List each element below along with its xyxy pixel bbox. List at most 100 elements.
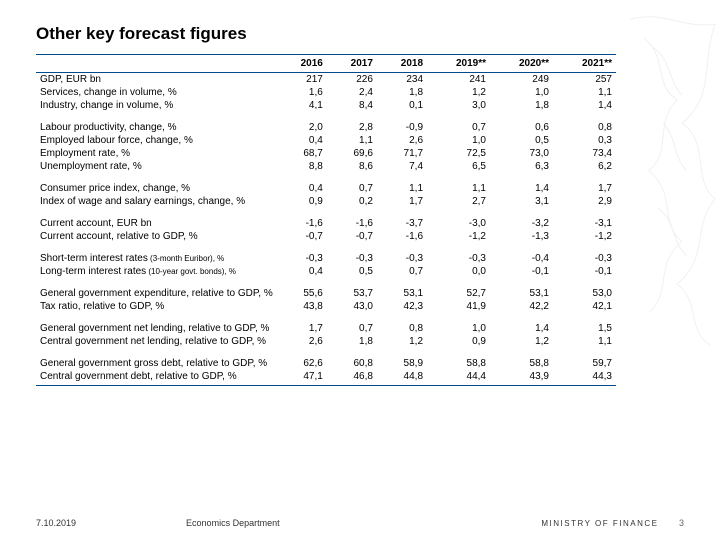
table-row: Employed labour force, change, %0,41,12,… [36, 134, 616, 147]
cell-value: 42,1 [553, 300, 616, 313]
table-row: Services, change in volume, %1,62,41,81,… [36, 86, 616, 99]
cell-value: 6,3 [490, 160, 553, 173]
page-title: Other key forecast figures [36, 24, 684, 44]
cell-value: 226 [327, 73, 377, 87]
cell-value: 6,2 [553, 160, 616, 173]
cell-value: -3,1 [553, 217, 616, 230]
col-header: 2016 [277, 55, 327, 73]
cell-value: 0,5 [327, 265, 377, 278]
cell-value: 73,4 [553, 147, 616, 160]
cell-value: 44,3 [553, 370, 616, 386]
cell-value: -1,3 [490, 230, 553, 243]
row-label: General government gross debt, relative … [36, 357, 277, 370]
col-header-label [36, 55, 277, 73]
cell-value: -0,3 [427, 252, 490, 265]
cell-value: 3,0 [427, 99, 490, 112]
cell-value: -3,7 [377, 217, 427, 230]
cell-value: 53,0 [553, 287, 616, 300]
row-label: Central government debt, relative to GDP… [36, 370, 277, 386]
col-header: 2019** [427, 55, 490, 73]
cell-value: 0,2 [327, 195, 377, 208]
row-label: Employment rate, % [36, 147, 277, 160]
cell-value: 2,8 [327, 121, 377, 134]
cell-value: 0,7 [377, 265, 427, 278]
cell-value: 1,1 [327, 134, 377, 147]
cell-value: -0,7 [277, 230, 327, 243]
cell-value: 68,7 [277, 147, 327, 160]
cell-value: 42,3 [377, 300, 427, 313]
footer-date: 7.10.2019 [36, 518, 76, 528]
cell-value: -1,2 [553, 230, 616, 243]
cell-value: 58,8 [490, 357, 553, 370]
cell-value: 0,3 [553, 134, 616, 147]
cell-value: -1,6 [277, 217, 327, 230]
cell-value: 43,0 [327, 300, 377, 313]
cell-value: 42,2 [490, 300, 553, 313]
cell-value: 1,4 [490, 322, 553, 335]
cell-value: -0,7 [327, 230, 377, 243]
cell-value: 1,2 [427, 86, 490, 99]
footer: 7.10.2019 Economics Department MINISTRY … [36, 518, 684, 528]
table-row: Industry, change in volume, %4,18,40,13,… [36, 99, 616, 112]
table-row: Labour productivity, change, %2,02,8-0,9… [36, 121, 616, 134]
table-row: Tax ratio, relative to GDP, %43,843,042,… [36, 300, 616, 313]
table-row: Employment rate, %68,769,671,772,573,073… [36, 147, 616, 160]
cell-value: 59,7 [553, 357, 616, 370]
page-number: 3 [679, 518, 684, 528]
cell-value: 1,7 [377, 195, 427, 208]
row-label: Unemployment rate, % [36, 160, 277, 173]
table-row: Current account, relative to GDP, %-0,7-… [36, 230, 616, 243]
row-label: Consumer price index, change, % [36, 182, 277, 195]
cell-value: 69,6 [327, 147, 377, 160]
row-label: Labour productivity, change, % [36, 121, 277, 134]
cell-value: -0,1 [490, 265, 553, 278]
cell-value: 43,9 [490, 370, 553, 386]
cell-value: -1,6 [377, 230, 427, 243]
cell-value: -3,2 [490, 217, 553, 230]
cell-value: 1,8 [377, 86, 427, 99]
cell-value: 0,0 [427, 265, 490, 278]
col-header: 2020** [490, 55, 553, 73]
cell-value: 1,1 [427, 182, 490, 195]
cell-value: 0,4 [277, 265, 327, 278]
cell-value: 53,7 [327, 287, 377, 300]
watermark-crest [625, 10, 720, 350]
table-row: Central government debt, relative to GDP… [36, 370, 616, 386]
table-row: Long-term interest rates (10-year govt. … [36, 265, 616, 278]
cell-value: 0,9 [427, 335, 490, 348]
row-label: Employed labour force, change, % [36, 134, 277, 147]
cell-value: 53,1 [490, 287, 553, 300]
table-row: General government gross debt, relative … [36, 357, 616, 370]
cell-value: 1,8 [490, 99, 553, 112]
cell-value: -0,1 [553, 265, 616, 278]
cell-value: 217 [277, 73, 327, 87]
cell-value: 72,5 [427, 147, 490, 160]
table-row: General government expenditure, relative… [36, 287, 616, 300]
cell-value: 3,1 [490, 195, 553, 208]
cell-value: 1,8 [327, 335, 377, 348]
cell-value: 1,0 [427, 134, 490, 147]
cell-value: 234 [377, 73, 427, 87]
cell-value: 73,0 [490, 147, 553, 160]
cell-value: 44,4 [427, 370, 490, 386]
cell-value: 1,1 [553, 335, 616, 348]
row-label: Index of wage and salary earnings, chang… [36, 195, 277, 208]
cell-value: 0,4 [277, 182, 327, 195]
cell-value: 1,1 [553, 86, 616, 99]
cell-value: 4,1 [277, 99, 327, 112]
cell-value: 1,5 [553, 322, 616, 335]
cell-value: -0,3 [327, 252, 377, 265]
cell-value: 44,8 [377, 370, 427, 386]
cell-value: 52,7 [427, 287, 490, 300]
cell-value: 8,8 [277, 160, 327, 173]
cell-value: 257 [553, 73, 616, 87]
row-label: Current account, EUR bn [36, 217, 277, 230]
cell-value: 0,7 [327, 182, 377, 195]
cell-value: 0,8 [377, 322, 427, 335]
forecast-table: 2016201720182019**2020**2021** GDP, EUR … [36, 54, 616, 386]
row-label: Short-term interest rates (3-month Eurib… [36, 252, 277, 265]
cell-value: -1,6 [327, 217, 377, 230]
row-label: General government net lending, relative… [36, 322, 277, 335]
row-label: Tax ratio, relative to GDP, % [36, 300, 277, 313]
footer-ministry: MINISTRY OF FINANCE [541, 519, 658, 528]
